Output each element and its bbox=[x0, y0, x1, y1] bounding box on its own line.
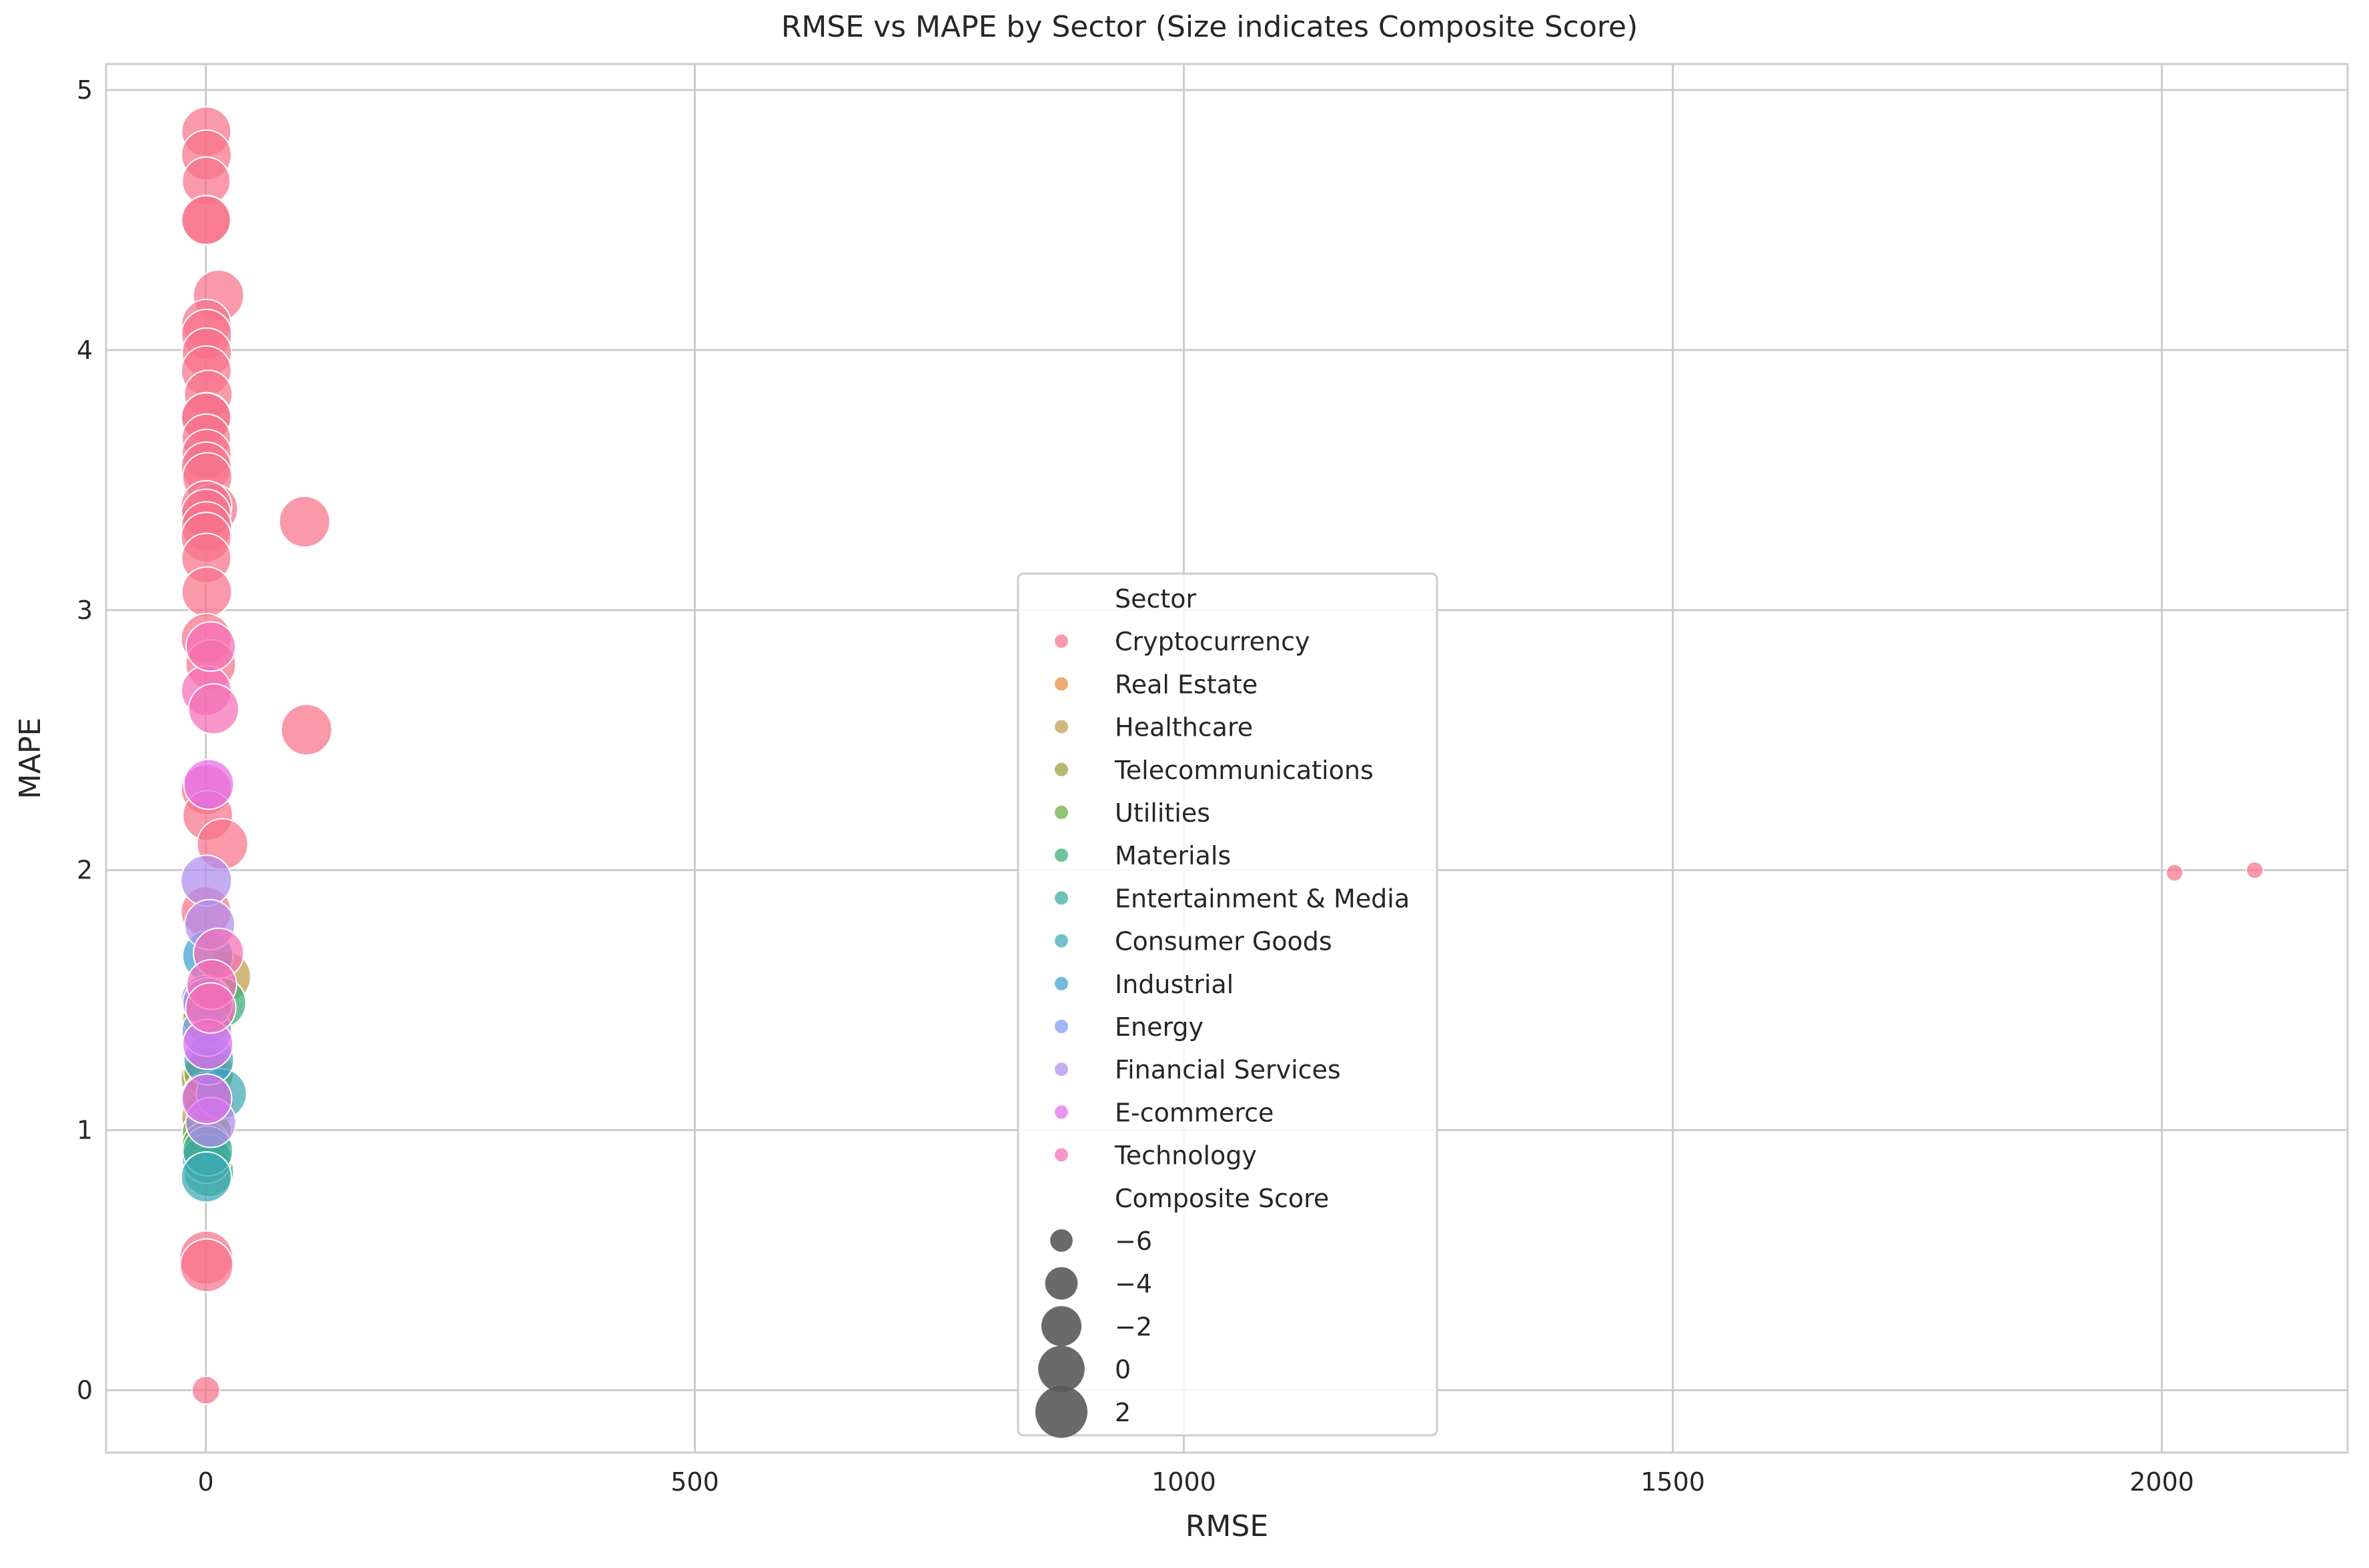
legend-marker bbox=[1053, 1146, 1069, 1163]
legend-marker bbox=[1053, 633, 1069, 650]
legend-series-label: Cryptocurrency bbox=[1115, 627, 1310, 656]
legend-size-label: −4 bbox=[1115, 1269, 1152, 1299]
data-point bbox=[181, 195, 231, 245]
legend-series-label: Technology bbox=[1114, 1141, 1257, 1170]
legend-series-label: Utilities bbox=[1115, 798, 1210, 828]
x-tick-label: 1500 bbox=[1640, 1467, 1705, 1497]
legend-marker bbox=[1053, 761, 1069, 778]
y-tick-label: 4 bbox=[77, 335, 93, 365]
legend-series-label: Energy bbox=[1115, 1012, 1204, 1042]
chart-title: RMSE vs MAPE by Sector (Size indicates C… bbox=[781, 10, 1638, 44]
legend-marker bbox=[1053, 1104, 1069, 1120]
data-point bbox=[183, 758, 235, 810]
legend-size-label: −2 bbox=[1115, 1312, 1152, 1341]
legend-series-label: Financial Services bbox=[1115, 1055, 1341, 1084]
legend-series-label: Real Estate bbox=[1115, 670, 1258, 699]
legend-size-label: 0 bbox=[1115, 1355, 1131, 1385]
x-tick-label: 2000 bbox=[2129, 1467, 2194, 1497]
data-point bbox=[185, 621, 236, 672]
y-tick-label: 3 bbox=[77, 596, 93, 625]
x-tick-labels: 0 500 1000 1500 2000 bbox=[197, 1467, 2194, 1497]
legend-series-label: Telecommunications bbox=[1114, 756, 1374, 785]
legend-marker bbox=[1053, 804, 1069, 820]
legend-size-marker bbox=[1035, 1385, 1088, 1438]
x-tick-label: 500 bbox=[670, 1467, 719, 1497]
y-tick-label: 2 bbox=[77, 856, 93, 885]
data-point bbox=[181, 1073, 233, 1125]
legend-series-label: Entertainment & Media bbox=[1115, 884, 1410, 913]
legend-series-label: Consumer Goods bbox=[1115, 927, 1332, 956]
legend-size-marker bbox=[1038, 1345, 1085, 1393]
y-tick-labels: 0 1 2 3 4 5 bbox=[77, 75, 93, 1405]
legend: Sector Cryptocurrency Real Estate Healthcar… bbox=[1017, 572, 1438, 1438]
x-tick-label: 0 bbox=[197, 1467, 213, 1497]
legend-series-label: Industrial bbox=[1115, 970, 1234, 999]
data-point bbox=[179, 1238, 234, 1293]
data-point bbox=[2246, 860, 2264, 880]
data-point bbox=[180, 854, 233, 907]
legend-series-label: Materials bbox=[1115, 841, 1231, 870]
data-point bbox=[181, 566, 233, 618]
data-point bbox=[185, 982, 237, 1034]
data-point bbox=[2165, 863, 2184, 882]
legend-size-marker bbox=[1050, 1229, 1073, 1252]
legend-size-title: Composite Score bbox=[1115, 1184, 1329, 1213]
legend-marker bbox=[1053, 1018, 1069, 1034]
data-point bbox=[278, 496, 331, 548]
legend-marker bbox=[1053, 718, 1069, 735]
legend-marker bbox=[1053, 676, 1069, 692]
legend-marker bbox=[1053, 975, 1069, 992]
legend-frame bbox=[1017, 572, 1438, 1437]
data-point bbox=[180, 1151, 232, 1203]
y-tick-label: 0 bbox=[77, 1375, 93, 1405]
legend-hue-title: Sector bbox=[1115, 584, 1197, 614]
legend-series-label: Healthcare bbox=[1115, 713, 1253, 742]
data-points bbox=[179, 106, 2264, 1405]
data-point bbox=[191, 1375, 221, 1405]
legend-marker bbox=[1053, 1061, 1069, 1078]
legend-size-marker bbox=[1045, 1267, 1078, 1300]
legend-size-label: −6 bbox=[1115, 1227, 1152, 1256]
x-axis-label: RMSE bbox=[1186, 1509, 1268, 1543]
data-point bbox=[280, 704, 333, 756]
legend-series-label: E-commerce bbox=[1115, 1098, 1274, 1127]
legend-marker bbox=[1053, 847, 1069, 864]
legend-size-marker bbox=[1041, 1306, 1082, 1347]
legend-size-label: 2 bbox=[1115, 1398, 1131, 1427]
y-axis-label: MAPE bbox=[13, 718, 47, 799]
x-tick-label: 1000 bbox=[1151, 1467, 1216, 1497]
y-tick-label: 1 bbox=[77, 1116, 93, 1145]
data-point bbox=[187, 683, 240, 735]
legend-marker bbox=[1053, 890, 1069, 906]
y-tick-label: 5 bbox=[77, 75, 93, 105]
legend-marker bbox=[1053, 932, 1069, 949]
